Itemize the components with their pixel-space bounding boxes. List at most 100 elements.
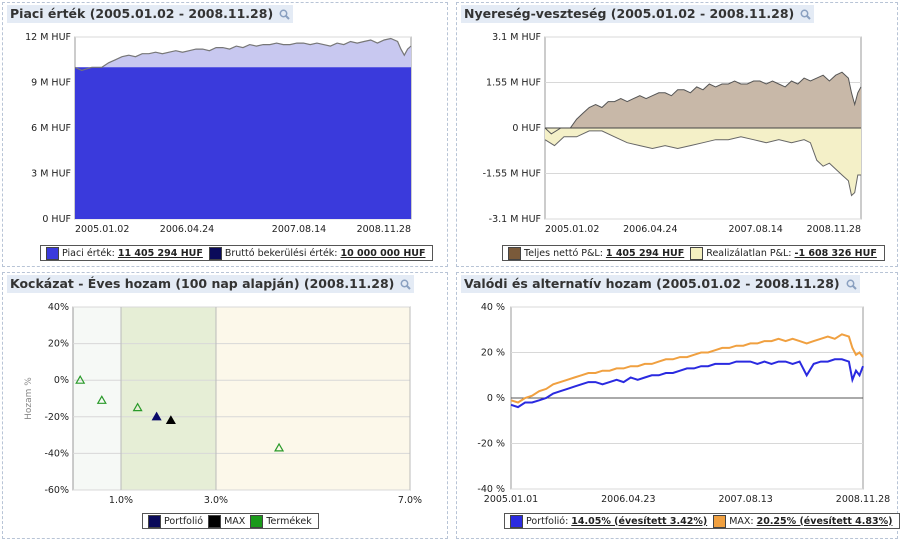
x-tick-label: 1.0%: [109, 495, 133, 506]
x-tick-label: 2005.01.01: [484, 494, 538, 505]
series-area-net-pnl: [545, 72, 861, 134]
pnl-title-text: Nyereség-veszteség (2005.01.02 - 2008.11…: [464, 6, 795, 21]
x-tick-label: 2008.11.28: [836, 494, 890, 505]
y-tick-label: 40%: [48, 302, 69, 313]
y-axis-label: Hozam %: [24, 377, 34, 420]
x-tick-label: 2006.04.23: [601, 494, 655, 505]
y-tick-label: 3 M HUF: [31, 169, 71, 180]
legend-swatch-market-value: [46, 246, 59, 260]
point-products: [75, 374, 86, 384]
x-tick-label: 3.0%: [204, 495, 228, 506]
pnl-legend: Teljes nettó P&L: 1 405 294 HUF Realizál…: [502, 245, 885, 261]
point-products: [274, 442, 285, 452]
series-line-max: [510, 333, 864, 404]
y-tick-label: 12 M HUF: [25, 32, 71, 43]
legend-swatch-max-return: [713, 514, 727, 528]
y-tick-label: 0%: [54, 375, 69, 386]
pnl-title: Nyereség-veszteség (2005.01.02 - 2008.11…: [461, 5, 815, 23]
risk-title: Kockázat - Éves hozam (100 nap alapján) …: [7, 275, 415, 293]
y-tick-label: 3.1 M HUF: [492, 32, 541, 43]
series-area-unrealized-pnl: [545, 128, 861, 196]
legend-swatch-products: [250, 514, 264, 528]
legend-value-gross-cost[interactable]: 10 000 000 HUF: [340, 247, 426, 259]
legend-label-max-return: MAX:: [729, 515, 754, 527]
market-value-legend: Piaci érték: 11 405 294 HUF Bruttó beker…: [40, 245, 434, 261]
risk-panel: Kockázat - Éves hozam (100 nap alapján) …: [2, 272, 448, 539]
legend-value-unrealized-pnl[interactable]: -1 608 326 HUF: [794, 247, 877, 259]
returns-panel: Valódi és alternatív hozam (2005.01.02 -…: [456, 272, 900, 539]
returns-legend: Portfolió: 14.05% (évesített 3.42%) MAX:…: [504, 513, 900, 529]
x-tick-label: 2008.11.28: [807, 224, 861, 235]
y-tick-label: 0 HUF: [512, 123, 541, 134]
point-products: [96, 395, 107, 404]
pnl-chart: 3.1 M HUF 1.55 M HUF 0 HUF -1.55 M HUF -3.1 …: [483, 32, 862, 235]
legend-swatch-gross-cost: [208, 246, 222, 260]
legend-value-net-pnl[interactable]: 1 405 294 HUF: [605, 247, 685, 259]
legend-label-portfolio-return: Portfolió:: [526, 515, 569, 527]
market-value-chart: 12 M HUF 9 M HUF 6 M HUF 3 M HUF 0 HUF 2005.0…: [25, 32, 412, 235]
legend-swatch-net-pnl: [508, 246, 521, 260]
y-tick-label: -40 %: [477, 484, 505, 495]
legend-label-gross-cost: Bruttó bekerülési érték:: [224, 247, 338, 259]
zoom-icon[interactable]: [800, 9, 811, 20]
zone-low: [73, 307, 121, 490]
zone-high: [216, 307, 410, 490]
x-tick-label: 2005.01.02: [545, 224, 599, 235]
legend-value-market-value[interactable]: 11 405 294 HUF: [117, 247, 203, 259]
x-tick-label: 2007.08.14: [272, 224, 326, 235]
y-tick-label: -40%: [44, 448, 69, 459]
y-tick-label: -1.55 M HUF: [483, 169, 541, 180]
y-tick-label: -60%: [44, 485, 69, 496]
legend-value-portfolio-return[interactable]: 14.05% (évesített 3.42%): [571, 515, 708, 527]
legend-swatch-portfolio-return: [510, 514, 523, 528]
point-portfolio: [151, 411, 162, 421]
y-tick-label: 0 %: [487, 393, 505, 404]
series-area-gross-cost: [75, 67, 411, 219]
market-value-title: Piaci érték (2005.01.02 - 2008.11.28): [7, 5, 294, 23]
series-line-unrealized-pnl: [544, 130, 861, 197]
returns-chart: 40 % 20 % 0 % -20 % -40 %2005.01.01 2006.04.2…: [477, 302, 890, 505]
legend-label-portfolio[interactable]: Portfolió: [164, 515, 204, 527]
point-products: [132, 402, 143, 412]
market-value-title-text: Piaci érték (2005.01.02 - 2008.11.28): [10, 6, 274, 21]
legend-swatch-portfolio: [148, 514, 161, 528]
y-tick-label: 1.55 M HUF: [486, 78, 541, 89]
market-value-panel: Piaci érték (2005.01.02 - 2008.11.28) 12…: [2, 2, 448, 267]
returns-title: Valódi és alternatív hozam (2005.01.02 -…: [461, 275, 860, 293]
legend-swatch-max: [208, 514, 222, 528]
legend-label-max[interactable]: MAX: [224, 515, 246, 527]
zone-mid: [121, 307, 216, 490]
x-tick-label: 2006.04.24: [623, 224, 677, 235]
legend-label-products[interactable]: Termékek: [266, 515, 312, 527]
risk-title-text: Kockázat - Éves hozam (100 nap alapján) …: [10, 276, 395, 291]
series-line-portfolio: [510, 358, 864, 409]
x-tick-label: 2007.08.14: [728, 224, 782, 235]
x-tick-label: 2005.01.02: [75, 224, 129, 235]
legend-swatch-unrealized-pnl: [690, 246, 704, 260]
risk-legend: Portfolió MAX Termékek: [142, 513, 319, 529]
series-line-net-pnl: [544, 71, 862, 135]
x-tick-label: 2006.04.24: [160, 224, 214, 235]
series-area-market-value: [75, 38, 411, 71]
zoom-icon[interactable]: [846, 279, 857, 290]
y-tick-label: 40 %: [481, 302, 505, 313]
returns-title-text: Valódi és alternatív hozam (2005.01.02 -…: [464, 276, 840, 291]
legend-label-net-pnl: Teljes nettó P&L:: [524, 247, 603, 259]
series-line-market-value: [74, 37, 412, 72]
legend-label-unrealized-pnl: Realizálatlan P&L:: [706, 247, 792, 259]
zoom-icon[interactable]: [400, 279, 412, 290]
x-tick-label: 2007.08.13: [718, 494, 772, 505]
legend-label-market-value: Piaci érték:: [62, 247, 115, 259]
y-tick-label: -3.1 M HUF: [489, 214, 541, 225]
point-max: [165, 415, 176, 425]
y-tick-label: 20 %: [481, 348, 505, 359]
y-tick-label: 0 HUF: [42, 214, 71, 225]
zoom-icon[interactable]: [279, 9, 290, 20]
legend-value-max-return[interactable]: 20.25% (évesített 4.83%): [756, 515, 893, 527]
y-tick-label: 20%: [48, 339, 69, 350]
y-tick-label: 6 M HUF: [31, 123, 71, 134]
y-tick-label: -20 %: [477, 439, 505, 450]
risk-chart: 40% 20% 0% -20% -40% -60% 1.0% 3.0% 7.0% Hozam %: [24, 302, 422, 506]
y-tick-label: 9 M HUF: [31, 78, 71, 89]
x-tick-label: 7.0%: [398, 495, 422, 506]
